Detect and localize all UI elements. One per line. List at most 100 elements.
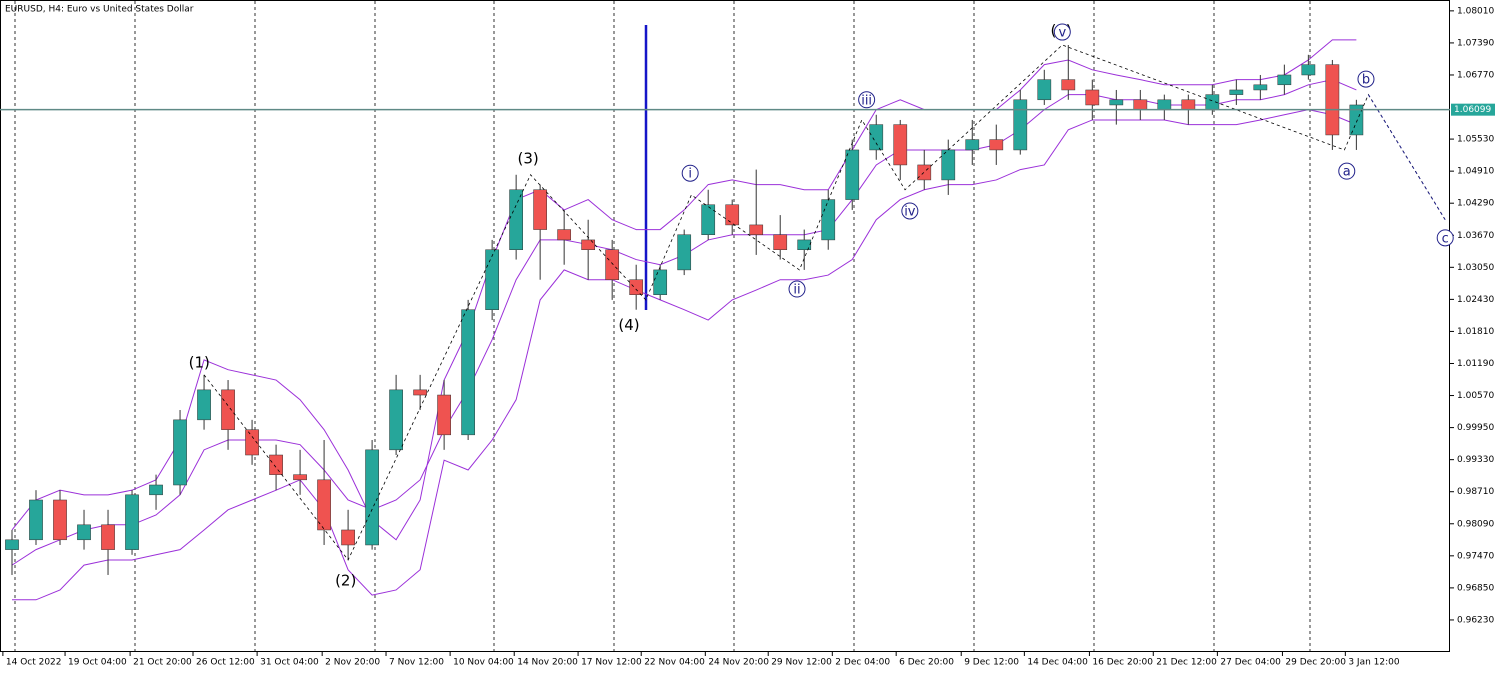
wave-circle — [788, 280, 806, 298]
candle-body — [1013, 99, 1028, 151]
candle-body — [53, 499, 67, 541]
candle-body — [773, 234, 788, 250]
x-tick-label: 26 Oct 12:00 — [196, 658, 255, 668]
candle-body — [173, 419, 187, 486]
x-tick-label: 16 Dec 20:00 — [1092, 658, 1153, 668]
x-tick-label: 29 Dec 20:00 — [1285, 658, 1346, 668]
y-tick-label: 0.98710 — [1457, 487, 1494, 497]
current-price-box — [1451, 103, 1495, 116]
candle-body — [1037, 79, 1052, 101]
x-tick-label: 6 Dec 20:00 — [899, 658, 954, 668]
x-tick-label: 14 Dec 04:00 — [1027, 658, 1088, 668]
y-tick-label: 0.97470 — [1457, 551, 1494, 561]
candle-body — [629, 279, 644, 295]
candle-body — [653, 269, 668, 295]
candle-body — [845, 149, 860, 200]
y-tick-label: 0.99330 — [1457, 455, 1494, 465]
candle-body — [341, 529, 355, 546]
wave-label: (4) — [618, 316, 639, 334]
y-tick-label: 1.06770 — [1457, 70, 1494, 80]
x-tick-label: 14 Nov 20:00 — [517, 658, 578, 668]
candle-body — [317, 479, 331, 531]
candle-body — [989, 139, 1004, 151]
y-tick-label: 0.96230 — [1457, 615, 1494, 625]
candle-body — [5, 539, 19, 550]
candle-body — [293, 474, 307, 481]
candle-body — [1085, 89, 1100, 106]
candle-body — [389, 389, 403, 451]
x-tick-label: 14 Oct 2022 — [6, 658, 62, 668]
candle-body — [77, 524, 91, 541]
candle-body — [509, 189, 523, 250]
wave-label: v — [1058, 26, 1066, 41]
candle-body — [485, 249, 499, 310]
candle-body — [533, 189, 548, 230]
candle-body — [197, 389, 211, 421]
candle-body — [749, 224, 764, 235]
candle-body — [461, 309, 475, 436]
candle-body — [581, 239, 596, 250]
x-tick-label: 21 Dec 12:00 — [1156, 658, 1217, 668]
wave-label: (2) — [335, 572, 356, 590]
candle-body — [701, 204, 716, 235]
wave-circle — [1357, 70, 1375, 88]
candle-body — [125, 494, 139, 550]
candle-body — [1253, 84, 1268, 91]
x-tick-label: 24 Nov 20:00 — [708, 658, 769, 668]
y-tick-label: 0.96850 — [1457, 583, 1494, 593]
x-tick-label: 22 Nov 04:00 — [644, 658, 705, 668]
candle-body — [269, 454, 283, 475]
y-tick-label: 1.00570 — [1457, 391, 1494, 401]
y-tick-label: 1.07390 — [1457, 38, 1494, 48]
x-tick-label: 17 Nov 12:00 — [581, 658, 642, 668]
plot-frame — [0, 0, 1450, 652]
candle-body — [893, 124, 908, 166]
y-tick-label: 0.99950 — [1457, 423, 1494, 433]
candle-body — [677, 234, 692, 271]
candle-body — [1157, 99, 1172, 110]
y-tick-label: 1.04910 — [1457, 167, 1494, 177]
y-tick-label: 1.05530 — [1457, 135, 1494, 145]
candle-body — [1325, 64, 1340, 136]
candle-body — [149, 484, 163, 496]
candle-body — [941, 149, 956, 181]
candle-body — [101, 524, 115, 550]
wave-circle — [1436, 229, 1454, 247]
bollinger-lower — [12, 109, 1357, 601]
wave-line — [203, 44, 1446, 561]
candle-body — [557, 229, 572, 241]
wave-label: (3) — [518, 150, 539, 168]
candle-body — [413, 389, 427, 396]
wave-circle — [681, 164, 699, 182]
candle-body — [437, 394, 451, 436]
candle-body — [1277, 74, 1292, 86]
candle-body — [1109, 99, 1124, 106]
candle-body — [1349, 104, 1364, 136]
candle-body — [725, 204, 740, 226]
wave-label: c — [1442, 231, 1449, 246]
chart-title: EURUSD, H4: Euro vs United States Dollar — [5, 5, 194, 15]
x-tick-label: 10 Nov 04:00 — [453, 658, 514, 668]
current-price-label: 1.06099 — [1454, 105, 1491, 115]
wave-label: a — [1343, 165, 1351, 180]
projection — [1367, 94, 1446, 221]
y-tick-label: 0.98090 — [1457, 519, 1494, 529]
wave-circle — [858, 91, 876, 109]
candle-body — [221, 389, 235, 430]
y-tick-label: 1.08010 — [1457, 6, 1494, 16]
y-tick-label: 1.01190 — [1457, 359, 1494, 369]
candle-body — [869, 124, 884, 151]
x-tick-label: 21 Oct 20:00 — [133, 658, 192, 668]
candle-body — [365, 449, 379, 546]
candle-body — [1133, 99, 1148, 110]
candle-body — [797, 239, 812, 250]
y-tick-label: 1.04290 — [1457, 199, 1494, 209]
candle-body — [1229, 89, 1244, 95]
y-tick-label: 1.02430 — [1457, 295, 1494, 305]
candle-body — [1061, 79, 1076, 91]
candle-body — [1301, 64, 1316, 76]
candle-body — [29, 499, 43, 541]
y-tick-label: 1.01810 — [1457, 327, 1494, 337]
